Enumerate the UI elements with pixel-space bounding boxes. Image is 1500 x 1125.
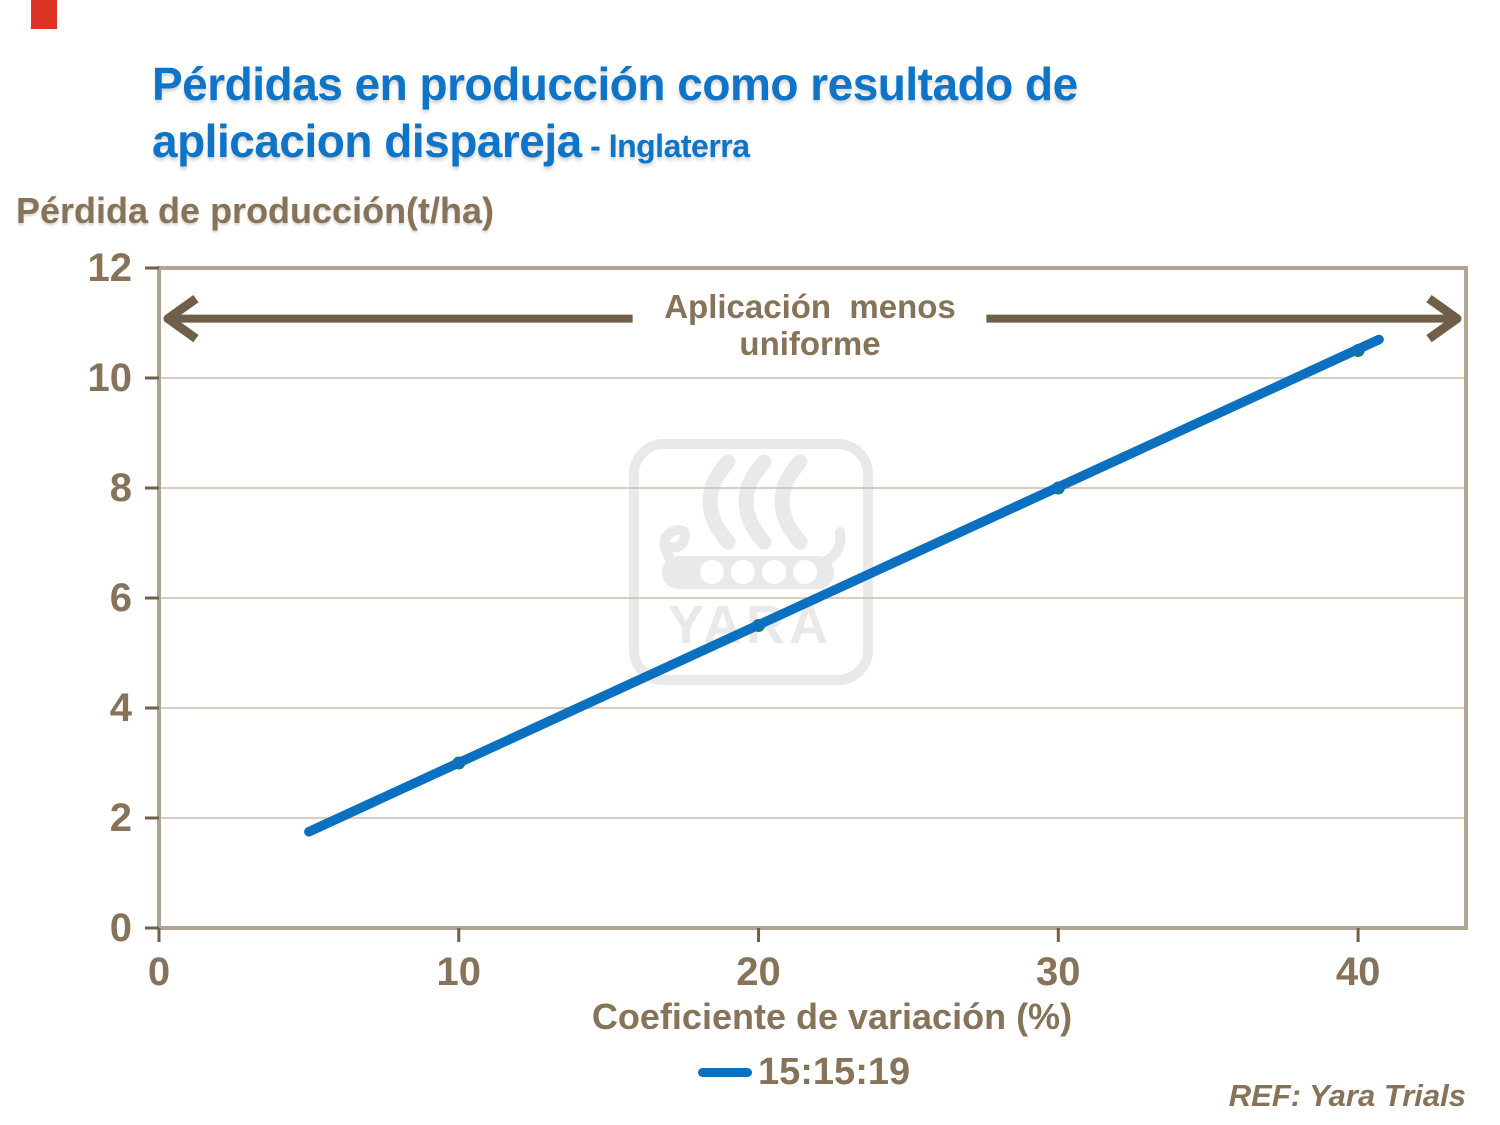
annotation-arrow	[163, 294, 1462, 343]
annotation-line2: uniforme	[739, 325, 881, 362]
watermark-shield	[762, 560, 786, 584]
y-axis-title: Pérdida de producción(t/ha)	[16, 190, 495, 231]
watermark-sail-1	[702, 454, 736, 550]
chart-title-line1: Pérdidas en producción como resultado de	[152, 58, 1078, 110]
y-tick-label: 8	[109, 466, 132, 510]
annotation-text: Aplicación menos uniforme	[620, 288, 1000, 362]
y-tick-label: 4	[109, 686, 132, 730]
data-series	[304, 334, 1384, 837]
y-tick-label: 10	[87, 356, 133, 400]
y-tick-label: 12	[87, 246, 133, 290]
series-line	[304, 334, 1384, 837]
yara-watermark-logo: YARA	[629, 439, 873, 685]
legend-line-swatch	[698, 1067, 752, 1077]
legend-label: 15:15:19	[758, 1050, 911, 1093]
watermark-sail-3	[774, 454, 808, 550]
x-tick-label: 30	[1036, 950, 1081, 994]
y-tick-label: 6	[109, 576, 132, 620]
watermark-shield	[731, 560, 755, 584]
annotation-line1: Aplicación menos	[664, 288, 956, 325]
axis-ticks	[145, 266, 1360, 942]
x-axis-title: Coeficiente de variación (%)	[591, 996, 1073, 1037]
chart-title: Pérdidas en producción como resultado de…	[152, 56, 1352, 175]
watermark-stern	[819, 527, 846, 567]
y-tick-label: 0	[109, 906, 132, 950]
chart-title-line2: aplicacion dispareja	[152, 115, 582, 167]
watermark-prow	[659, 525, 690, 567]
watermark-shield	[793, 560, 817, 584]
x-tick-label: 40	[1335, 950, 1381, 994]
reference-note: REF: Yara Trials	[1228, 1078, 1466, 1113]
gridlines	[159, 377, 1466, 819]
legend: 15:15:19	[698, 1048, 910, 1096]
chart-subtitle: - Inglaterra	[581, 128, 750, 164]
x-tick-label: 0	[147, 950, 171, 994]
watermark-shield	[700, 560, 724, 584]
watermark-frame	[629, 439, 873, 685]
y-tick-label: 2	[109, 796, 132, 840]
arrow-head-right-icon	[1426, 294, 1462, 343]
x-tick-label: 20	[736, 950, 781, 994]
watermark-sail-2	[738, 454, 772, 550]
slide-corner-accent	[31, 0, 57, 29]
arrow-head-left-icon	[163, 294, 199, 343]
x-tick-label: 10	[436, 950, 482, 994]
